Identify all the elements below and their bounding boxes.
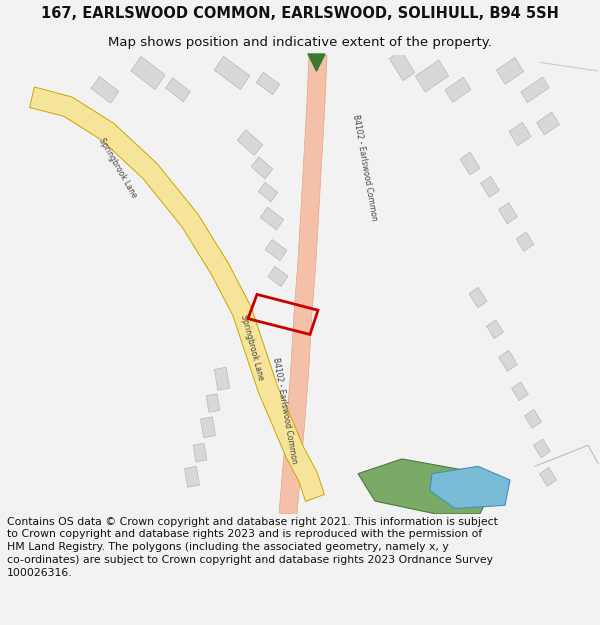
- Bar: [524, 409, 541, 428]
- Bar: [539, 468, 556, 486]
- Bar: [460, 152, 480, 175]
- Bar: [487, 320, 503, 339]
- Bar: [445, 78, 471, 102]
- Bar: [259, 182, 278, 202]
- Bar: [509, 122, 531, 146]
- Bar: [265, 239, 287, 261]
- Bar: [533, 439, 550, 458]
- Text: Map shows position and indicative extent of the property.: Map shows position and indicative extent…: [108, 36, 492, 49]
- Bar: [200, 417, 215, 437]
- Bar: [481, 176, 499, 198]
- Polygon shape: [358, 459, 490, 514]
- Text: B4102 - Earlswood Common: B4102 - Earlswood Common: [351, 114, 379, 222]
- Bar: [256, 72, 280, 95]
- Polygon shape: [430, 466, 510, 509]
- Bar: [166, 78, 190, 102]
- Point: [311, 58, 321, 68]
- Polygon shape: [279, 54, 327, 514]
- Bar: [214, 368, 230, 390]
- Text: B4102 - Earlswood Common: B4102 - Earlswood Common: [271, 356, 299, 464]
- Bar: [251, 157, 273, 179]
- Bar: [512, 382, 529, 401]
- Bar: [193, 443, 207, 462]
- Bar: [516, 232, 534, 251]
- Bar: [389, 51, 415, 81]
- Bar: [469, 288, 487, 308]
- Bar: [260, 207, 284, 230]
- Bar: [206, 394, 220, 412]
- Bar: [131, 56, 165, 89]
- Bar: [496, 58, 524, 84]
- Bar: [499, 202, 517, 224]
- Text: 167, EARLSWOOD COMMON, EARLSWOOD, SOLIHULL, B94 5SH: 167, EARLSWOOD COMMON, EARLSWOOD, SOLIHU…: [41, 6, 559, 21]
- Text: Springbrook Lane: Springbrook Lane: [97, 136, 139, 199]
- Bar: [91, 76, 119, 103]
- Bar: [268, 266, 288, 286]
- Bar: [214, 56, 250, 89]
- Bar: [238, 130, 263, 155]
- Bar: [499, 350, 517, 371]
- Bar: [415, 60, 449, 92]
- Bar: [521, 77, 549, 102]
- Text: Springbrook Lane: Springbrook Lane: [239, 313, 265, 381]
- Polygon shape: [29, 87, 325, 501]
- Text: Contains OS data © Crown copyright and database right 2021. This information is : Contains OS data © Crown copyright and d…: [7, 516, 498, 578]
- Bar: [536, 112, 559, 135]
- Bar: [185, 466, 199, 488]
